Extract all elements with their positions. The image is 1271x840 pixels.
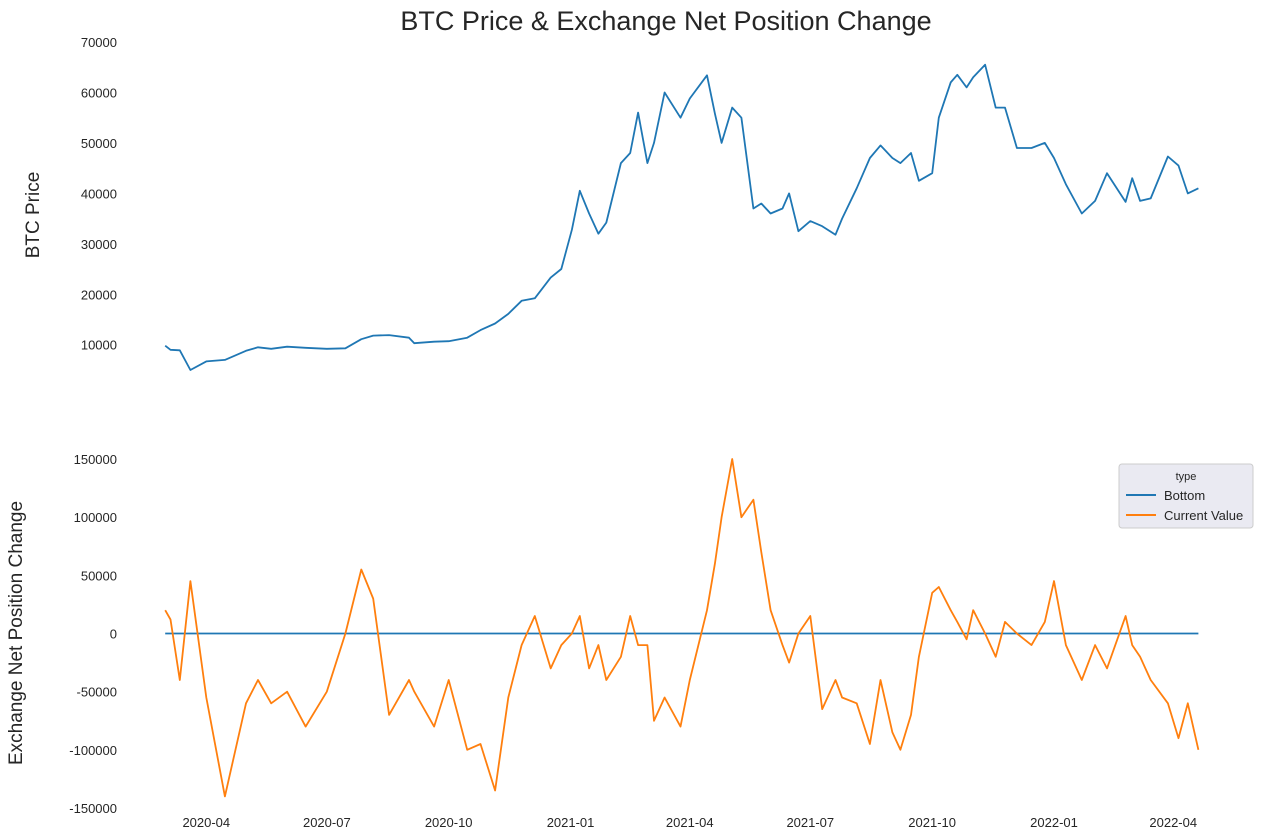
exchange-net-position-ytick-label: 150000 [74,452,117,467]
x-axis-ticks: 2020-04 2020-07 2020-10 2021-01 2021-04 2021-… [182,815,1197,830]
legend-box [1118,463,1254,529]
btc-price-ytick-label: 40000 [81,186,117,201]
legend-title: type [1176,471,1197,483]
xtick-label: 2020-07 [303,815,351,830]
xtick-label: 2020-04 [182,815,230,830]
exchange-net-position-ytick-label: -150000 [69,801,117,816]
xtick-label: 2021-01 [547,815,595,830]
exchange-net-position-ytick-label: 50000 [81,568,117,583]
exchange-net-position-ytick-label: -50000 [77,685,117,700]
xtick-label: 2022-04 [1149,815,1197,830]
btc-price-panel: 10000 20000 30000 40000 50000 60000 70000 [81,35,1199,371]
legend-label-current-value: Current Value [1164,508,1243,523]
legend: type Bottom Current Value [1118,463,1254,529]
xtick-label: 2022-01 [1030,815,1078,830]
btc-price-ytick-label: 50000 [81,136,117,151]
xtick-label: 2021-04 [666,815,714,830]
xtick-label: 2020-10 [425,815,473,830]
btc-price-ytick-label: 10000 [81,338,117,353]
legend-label-bottom: Bottom [1164,488,1205,503]
btc-price-ytick-label: 70000 [81,35,117,50]
exchange-net-position-ytick-label: 100000 [74,510,117,525]
btc-price-ytick-label: 60000 [81,85,117,100]
btc-price-axis-label: BTC Price [23,172,44,259]
exchange-net-position-ytick-label: -100000 [69,743,117,758]
chart-title: BTC Price & Exchange Net Position Change [400,6,931,36]
exchange-net-position-panel: -150000 -100000 -50000 0 50000 100000 150000 [69,452,1200,816]
btc-price-ytick-label: 20000 [81,287,117,302]
xtick-label: 2021-07 [786,815,834,830]
xtick-label: 2021-10 [908,815,956,830]
btc-price-ytick-label: 30000 [81,237,117,252]
exchange-net-position-axis-label: Exchange Net Position Change [6,501,27,765]
btc-price-series-line [164,63,1199,371]
exchange-net-position-ytick-label: 0 [110,627,117,642]
current-value-series-line [164,458,1200,798]
